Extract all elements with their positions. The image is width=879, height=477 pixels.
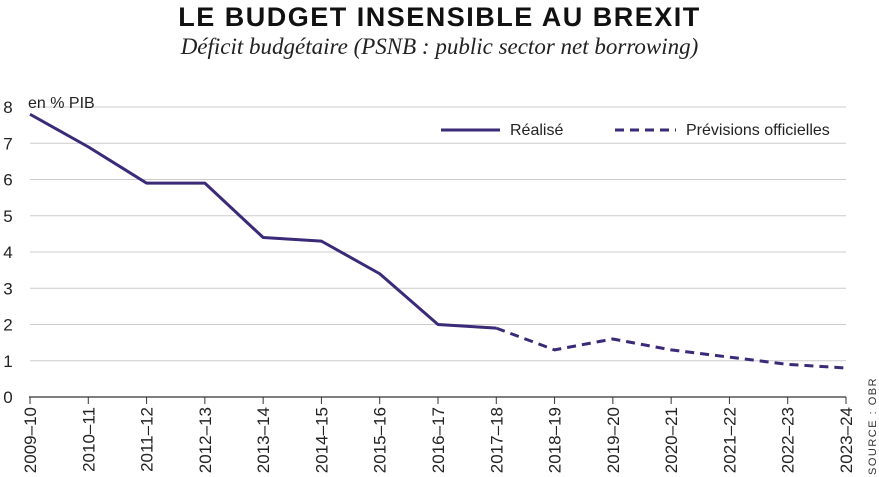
x-tick-label: 2010–11 (79, 407, 98, 472)
x-tick-label: 2021–22 (720, 407, 739, 473)
y-tick-label: 2 (3, 316, 12, 335)
y-tick-label: 7 (3, 134, 12, 153)
x-tick-label: 2009–10 (21, 407, 40, 473)
x-tick-label: 2019–20 (604, 407, 623, 473)
series-line (495, 326, 847, 370)
x-tick-label: 2016–17 (429, 407, 448, 473)
chart-subtitle: Déficit budgétaire (PSNB : public sector… (180, 34, 699, 59)
grid-lines (30, 106, 846, 362)
legend-label: Prévisions officielles (686, 122, 830, 139)
x-tick-label: 2017–18 (487, 407, 506, 473)
y-tick-label: 4 (3, 243, 12, 262)
series-lines (29, 112, 847, 370)
x-tick-label: 2020–21 (662, 407, 681, 473)
legend-label: Réalisé (510, 122, 563, 139)
y-tick-label: 1 (3, 352, 12, 371)
y-axis-label: en % PIB (28, 95, 95, 112)
y-axis-ticks: 0 1 2 3 4 5 6 7 8 (3, 98, 12, 407)
legend: Réalisé Prévisions officielles (441, 122, 830, 139)
y-tick-label: 8 (3, 98, 12, 117)
source-note: SOURCE : OBR (867, 377, 879, 475)
x-tick-label: 2015–16 (371, 407, 390, 473)
x-tick-label: 2022–23 (779, 407, 798, 473)
y-tick-label: 0 (3, 388, 12, 407)
chart-title: LE BUDGET INSENSIBLE AU BREXIT (178, 2, 701, 32)
x-tick-label: 2014–15 (312, 407, 331, 473)
y-tick-label: 6 (3, 171, 12, 190)
y-tick-label: 3 (3, 279, 12, 298)
x-tick-label: 2011–12 (138, 407, 157, 472)
x-tick-label: 2018–19 (546, 407, 565, 473)
x-tick-label: 2012–13 (196, 407, 215, 473)
x-axis-ticks: 2009–10 2010–11 2011–12 2012–13 2013–14 2014–… (21, 397, 856, 473)
y-tick-label: 5 (3, 207, 12, 226)
x-tick-label: 2023–24 (837, 407, 856, 473)
series-line (29, 112, 497, 330)
x-tick-label: 2013–14 (254, 407, 273, 473)
